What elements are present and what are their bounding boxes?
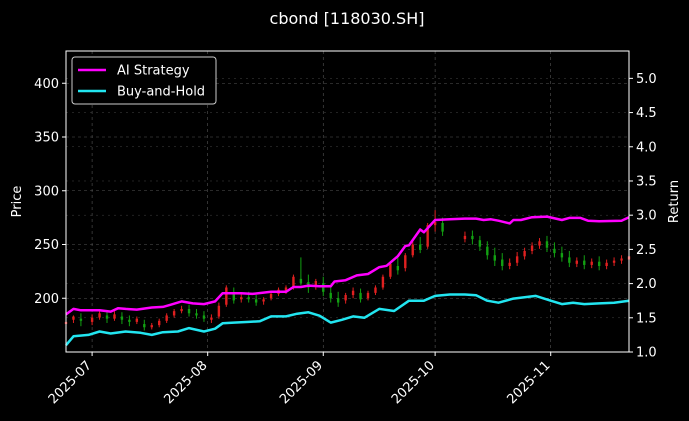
candle-body: [463, 235, 467, 240]
y2-tick-label: 3.5: [636, 174, 657, 189]
y2-axis-label: Return: [667, 180, 682, 223]
candle-body: [381, 276, 385, 288]
legend: AI Strategy Buy-and-Hold: [71, 56, 217, 105]
candle-body: [336, 298, 340, 303]
candle-body: [508, 262, 511, 266]
candle-body: [90, 317, 94, 322]
candle-body: [135, 318, 139, 322]
candle-body: [575, 260, 579, 264]
candle-body: [187, 309, 191, 314]
candle-body: [583, 260, 586, 265]
candle-body: [478, 240, 482, 247]
y-tick-label: 400: [34, 77, 59, 92]
candle-body: [254, 299, 258, 303]
y2-tick-label: 5.0: [636, 72, 657, 87]
y2-tick-label: 4.0: [636, 140, 657, 155]
y2-tick-label: 2.5: [636, 243, 657, 258]
candle-body: [79, 318, 83, 321]
candle-body: [284, 287, 288, 292]
chart-title: cbond [118030.SH]: [270, 9, 425, 28]
y2-tick-label: 2.0: [636, 277, 657, 292]
candle-body: [605, 262, 608, 266]
series-line-buy-and-hold: [65, 293, 630, 347]
series-line-ai-strategy: [65, 215, 630, 316]
candle-body: [165, 315, 168, 321]
candle-body: [202, 315, 206, 319]
candle-body: [404, 255, 407, 269]
candle-body: [120, 316, 124, 320]
candle-body: [247, 297, 250, 300]
candle-body: [411, 244, 414, 256]
candle-body: [113, 314, 116, 319]
candle-body: [471, 235, 474, 240]
candle-body: [515, 256, 519, 263]
candle-body: [433, 221, 437, 226]
candle-body: [612, 260, 616, 263]
candle-body: [597, 261, 601, 266]
candle-body: [210, 317, 213, 320]
candle-body: [523, 250, 526, 257]
y-axis-label: Price: [10, 186, 25, 218]
candlesticks: [64, 210, 631, 331]
legend-label-buy-and-hold: Buy-and-Hold: [117, 85, 205, 100]
candle-body: [493, 255, 496, 261]
y-tick-label: 300: [34, 184, 59, 199]
candle-body: [560, 253, 564, 258]
candle-body: [553, 248, 556, 254]
candle-body: [195, 313, 198, 316]
candle-body: [419, 244, 422, 250]
grid-lines: [66, 51, 629, 353]
y-tick-label: 250: [34, 238, 59, 253]
candle-body: [501, 259, 504, 266]
candle-body: [292, 276, 295, 288]
candle-body: [620, 258, 623, 261]
y-tick-label: 200: [34, 292, 59, 307]
plot-frame: [65, 50, 630, 353]
candle-body: [143, 324, 146, 328]
legend-box: [71, 56, 217, 105]
y2-tick-label: 3.0: [636, 209, 657, 224]
y-tick-label: 350: [34, 131, 59, 146]
candle-body: [240, 297, 243, 300]
y2-tick-label: 1.5: [636, 311, 657, 326]
candle-body: [545, 241, 549, 248]
candle-body: [158, 320, 161, 326]
candle-body: [217, 305, 221, 317]
candle-body: [590, 261, 593, 265]
candle-body: [180, 309, 183, 312]
candle-body: [351, 290, 355, 296]
candle-body: [441, 223, 444, 232]
series-lines: [65, 215, 630, 347]
candle-body: [128, 319, 131, 322]
y2-tick-label: 4.5: [636, 106, 657, 121]
candle-body: [172, 311, 176, 316]
candle-body: [389, 263, 392, 277]
candle-body: [72, 316, 75, 320]
candle-body: [299, 278, 303, 284]
candle-body: [344, 295, 347, 301]
candle-body: [269, 293, 273, 299]
candle-body: [105, 315, 109, 319]
candle-body: [486, 246, 489, 256]
candle-body: [98, 313, 101, 318]
candle-body: [329, 292, 332, 299]
legend-label-ai-strategy: AI Strategy: [117, 64, 190, 79]
candle-body: [530, 245, 534, 251]
candle-body: [366, 292, 370, 299]
candle-body: [568, 257, 571, 263]
candle-body: [150, 325, 153, 328]
candle-body: [374, 287, 377, 293]
candle-body: [359, 292, 362, 300]
candle-body: [396, 266, 400, 271]
candle-body: [538, 241, 541, 246]
candle-body: [262, 299, 265, 302]
candle-body: [232, 292, 235, 301]
candle-body: [225, 287, 228, 305]
candle-body: [426, 225, 429, 247]
candle-body: [314, 281, 318, 286]
y2-tick-label: 1.0: [636, 346, 657, 361]
